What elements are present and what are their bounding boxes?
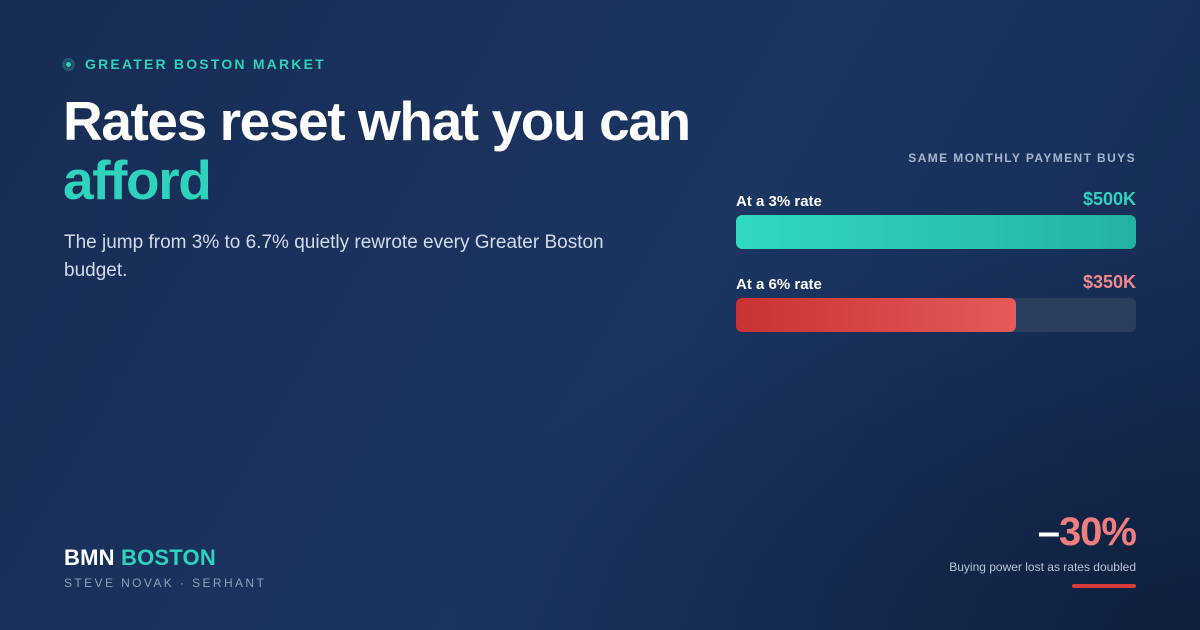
eyebrow-text: GREATER BOSTON MARKET	[85, 56, 326, 72]
chart-title: SAME MONTHLY PAYMENT BUYS	[908, 151, 1136, 165]
stat-sign: –	[1037, 510, 1060, 554]
stat-block: –30% Buying power lost as rates doubled	[949, 506, 1137, 588]
bar-track-3pct	[736, 215, 1136, 249]
bar-fill-6pct	[736, 298, 1016, 332]
stat-underline	[1072, 584, 1136, 588]
eyebrow: GREATER BOSTON MARKET	[62, 56, 326, 72]
bar-track-6pct	[736, 298, 1136, 332]
subtitle: The jump from 3% to 6.7% quietly rewrote…	[64, 232, 604, 281]
bar-chart: At a 3% rate $500K At a 6% rate $350K	[736, 186, 1136, 352]
bar-row-3pct: At a 3% rate $500K	[736, 186, 1136, 249]
bar-fill-3pct	[736, 215, 1136, 249]
bar-value-6pct: $350K	[1082, 272, 1136, 292]
headline: Rates reset what you can afford	[63, 90, 691, 211]
agent-name: STEVE NOVAK · SERHANT	[64, 576, 267, 590]
dot-icon	[62, 57, 75, 71]
headline-accent: afford	[63, 149, 212, 211]
stat-value: 30%	[1058, 510, 1137, 554]
stat-caption: Buying power lost as rates doubled	[949, 560, 1136, 574]
brand-part2: BOSTON	[121, 545, 216, 570]
stat-number: –30%	[949, 506, 1137, 558]
brand-logo: BMN BOSTON	[64, 545, 216, 571]
bar-label-3pct: At a 3% rate	[736, 193, 822, 210]
bar-label-6pct: At a 6% rate	[736, 276, 822, 293]
brand-part1: BMN	[64, 545, 115, 570]
bar-value-3pct: $500K	[1082, 189, 1136, 209]
bar-row-6pct: At a 6% rate $350K	[736, 269, 1136, 332]
headline-line1: Rates reset what you can	[63, 90, 691, 152]
